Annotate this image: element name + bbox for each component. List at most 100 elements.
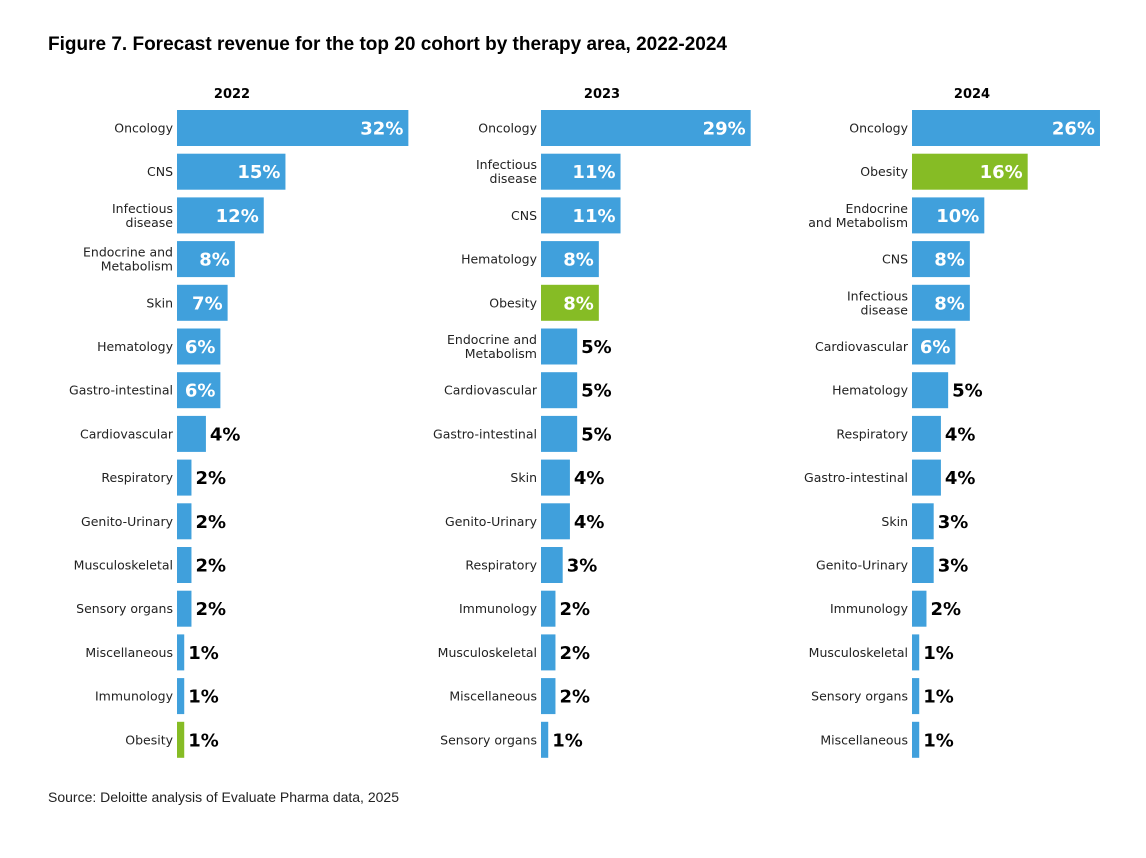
category-label: Hematology: [461, 252, 538, 267]
category-label: Gastro-intestinal: [433, 426, 537, 441]
chart-panel-2023: 2023 Oncology 29% Infectious disease 11% CNS 11…: [433, 87, 751, 758]
bar-sensory-organs: [912, 678, 920, 715]
category-label: Sensory organs: [811, 689, 908, 704]
category-label: Infectious disease: [476, 157, 537, 186]
value-label: 2%: [195, 468, 226, 489]
value-label: 3%: [567, 556, 598, 577]
category-label: Skin: [881, 514, 908, 529]
value-label: 1%: [188, 730, 219, 751]
panel-title: 2024: [954, 87, 990, 102]
value-label: 5%: [581, 381, 612, 402]
category-label: Miscellaneous: [449, 689, 537, 704]
value-label: 4%: [574, 512, 605, 533]
bar-miscellaneous: [912, 721, 920, 758]
category-label: CNS: [882, 252, 908, 267]
category-label: Skin: [510, 470, 537, 485]
bar-gastro-intestinal: [912, 459, 941, 496]
category-label: Cardiovascular: [815, 339, 909, 354]
value-label: 3%: [938, 512, 969, 533]
figure-title: Figure 7. Forecast revenue for the top 2…: [48, 34, 727, 55]
value-label: 3%: [938, 556, 969, 577]
value-label: 5%: [581, 337, 612, 358]
value-label: 1%: [923, 643, 954, 664]
value-label: 1%: [188, 643, 219, 664]
value-label: 11%: [572, 162, 615, 183]
value-label: 8%: [934, 250, 965, 271]
bar-skin: [912, 503, 934, 540]
category-label: Endocrine and Metabolism: [447, 332, 537, 361]
value-label: 26%: [1052, 119, 1095, 140]
bar-infectious-disease: [912, 284, 970, 321]
panel-title: 2023: [584, 87, 620, 102]
category-label: Hematology: [832, 383, 909, 398]
bar-obesity: [541, 284, 599, 321]
category-label: Sensory organs: [440, 732, 537, 747]
bar-infectious-disease: [541, 153, 621, 190]
category-label: Gastro-intestinal: [69, 383, 173, 398]
category-label: Oncology: [478, 121, 537, 136]
category-label: Skin: [146, 295, 173, 310]
category-label: Gastro-intestinal: [804, 470, 908, 485]
value-label: 1%: [923, 730, 954, 751]
value-label: 1%: [188, 687, 219, 708]
value-label: 15%: [237, 162, 280, 183]
bar-infectious-disease: [177, 197, 264, 234]
bar-endocrine-and-metabolism: [912, 197, 985, 234]
bar-respiratory: [912, 415, 941, 452]
category-label: Miscellaneous: [85, 645, 173, 660]
bar-genito-urinary: [177, 503, 192, 540]
value-label: 8%: [934, 293, 965, 314]
bar-obesity: [912, 153, 1028, 190]
category-label: Musculoskeletal: [74, 558, 173, 573]
category-label: Respiratory: [836, 426, 908, 441]
bar-sensory-organs: [177, 590, 192, 627]
bar-cns: [541, 197, 621, 234]
category-label: Genito-Urinary: [445, 514, 538, 529]
value-label: 1%: [552, 730, 583, 751]
bar-cardiovascular: [541, 372, 578, 409]
category-label: Cardiovascular: [80, 426, 174, 441]
category-label: Respiratory: [101, 470, 173, 485]
category-label: Infectious disease: [847, 288, 908, 317]
value-label: 6%: [185, 337, 216, 358]
bar-immunology: [912, 590, 927, 627]
bar-musculoskeletal: [177, 547, 192, 583]
category-label: Oncology: [849, 121, 908, 136]
bar-musculoskeletal: [541, 634, 556, 671]
bar-gastro-intestinal: [541, 415, 578, 452]
category-label: Immunology: [459, 601, 538, 616]
value-label: 6%: [185, 381, 216, 402]
category-label: Obesity: [860, 164, 908, 179]
category-label: Genito-Urinary: [81, 514, 174, 529]
bar-respiratory: [541, 547, 563, 583]
value-label: 2%: [195, 599, 226, 620]
panel-title: 2022: [214, 87, 250, 102]
bar-hematology: [177, 328, 221, 365]
value-label: 5%: [581, 424, 612, 445]
value-label: 1%: [923, 687, 954, 708]
category-label: Genito-Urinary: [816, 558, 909, 573]
value-label: 8%: [199, 250, 230, 271]
category-label: Respiratory: [465, 558, 537, 573]
bar-gastro-intestinal: [177, 372, 221, 409]
value-label: 4%: [210, 424, 241, 445]
category-label: Oncology: [114, 121, 173, 136]
value-label: 2%: [195, 556, 226, 577]
bar-oncology: [177, 110, 409, 146]
bar-skin: [177, 284, 228, 321]
category-label: Obesity: [489, 295, 537, 310]
bar-musculoskeletal: [912, 634, 920, 671]
bar-cns: [912, 241, 970, 278]
bar-genito-urinary: [541, 503, 570, 540]
category-label: Immunology: [830, 601, 909, 616]
bar-immunology: [541, 590, 556, 627]
value-label: 10%: [936, 206, 979, 227]
value-label: 8%: [563, 250, 594, 271]
bar-skin: [541, 459, 570, 496]
category-label: Obesity: [125, 732, 173, 747]
bar-hematology: [912, 372, 949, 409]
category-label: Immunology: [95, 689, 174, 704]
bar-cns: [177, 153, 286, 190]
category-label: Cardiovascular: [444, 383, 538, 398]
